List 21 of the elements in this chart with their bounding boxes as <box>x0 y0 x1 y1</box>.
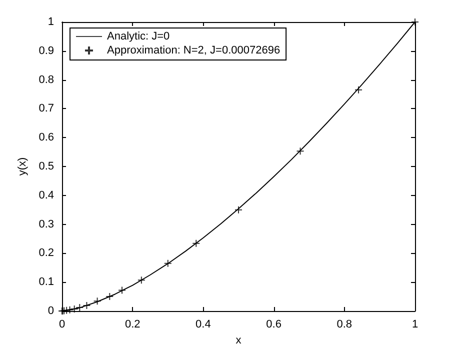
legend-label: Analytic: J=0 <box>107 30 170 42</box>
x-tick-label: 1 <box>412 318 418 330</box>
y-axis-title: y(x) <box>16 157 28 176</box>
y-tick-label: 0.3 <box>38 218 54 230</box>
y-tick-label: 0.6 <box>38 132 54 144</box>
y-tick-label: 0.4 <box>38 189 54 202</box>
x-tick-label: 0.8 <box>336 318 352 330</box>
y-tick-label: 0 <box>48 305 54 317</box>
legend-label: Approximation: N=2, J=0.00072696 <box>107 44 280 56</box>
x-tick-label: 0 <box>58 318 66 330</box>
x-axis-title: x <box>236 334 242 346</box>
y-tick-label: 0.9 <box>38 44 54 57</box>
y-tick-label: 1 <box>48 16 54 28</box>
y-tick-label: 0.8 <box>38 74 54 86</box>
y-tick-label: 0.1 <box>38 276 54 288</box>
y-tick-label: 0.2 <box>38 247 54 260</box>
x-tick-label: 0.4 <box>196 318 211 330</box>
x-tick-label: 0.6 <box>266 318 282 330</box>
x-tick-label: 0.2 <box>124 318 140 330</box>
y-tick-label: 0.7 <box>38 102 54 115</box>
y-tick-label: 0.5 <box>38 160 54 172</box>
